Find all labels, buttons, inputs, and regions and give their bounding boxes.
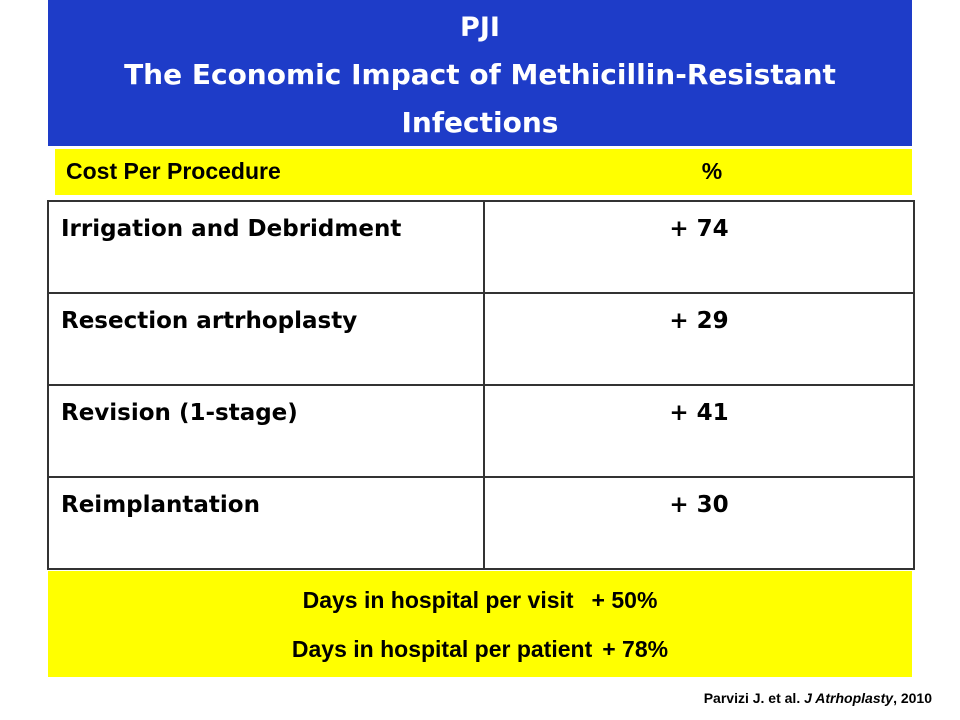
days-per-patient-line: Days in hospital per patient + 78% xyxy=(48,636,912,663)
cost-table: Irrigation and Debridment + 74 Resection… xyxy=(47,200,915,570)
procedure-cell: Revision (1-stage) xyxy=(47,384,485,478)
procedure-cell: Irrigation and Debridment xyxy=(47,200,485,294)
title-line-1: PJI xyxy=(460,12,500,43)
cost-per-procedure-header: Cost Per Procedure xyxy=(66,158,281,184)
days-per-visit-line: Days in hospital per visit + 50% xyxy=(48,587,912,614)
days-per-visit-label: Days in hospital per visit xyxy=(302,587,574,613)
percent-cell: + 41 xyxy=(483,384,915,478)
days-per-patient-value: + 78% xyxy=(602,636,669,662)
percent-cell: + 30 xyxy=(483,476,915,570)
table-row: Revision (1-stage) + 41 xyxy=(47,384,915,478)
procedure-cell: Resection artrhoplasty xyxy=(47,292,485,386)
cost-header-bar: Cost Per Procedure % xyxy=(55,149,912,195)
days-per-patient-label: Days in hospital per patient xyxy=(291,636,593,662)
table-row: Irrigation and Debridment + 74 xyxy=(47,200,915,294)
title-banner: PJI The Economic Impact of Methicillin-R… xyxy=(48,0,912,146)
hospital-days-summary: Days in hospital per visit + 50% Days in … xyxy=(48,571,912,677)
citation-authors: Parvizi J. et al. xyxy=(703,690,801,706)
citation-journal: J Atrhoplasty xyxy=(804,690,894,706)
table-row: Reimplantation + 30 xyxy=(47,476,915,570)
days-per-visit-value: + 50% xyxy=(591,587,658,613)
percent-header: % xyxy=(701,158,723,184)
title-line-3: Infections xyxy=(401,106,559,139)
title-line-2: The Economic Impact of Methicillin-Resis… xyxy=(124,58,836,91)
percent-cell: + 74 xyxy=(483,200,915,294)
citation: Parvizi J. et al. J Atrhoplasty, 2010 xyxy=(704,690,932,706)
procedure-cell: Reimplantation xyxy=(47,476,485,570)
table-row: Resection artrhoplasty + 29 xyxy=(47,292,915,386)
percent-cell: + 29 xyxy=(483,292,915,386)
citation-year: , 2010 xyxy=(893,690,932,706)
